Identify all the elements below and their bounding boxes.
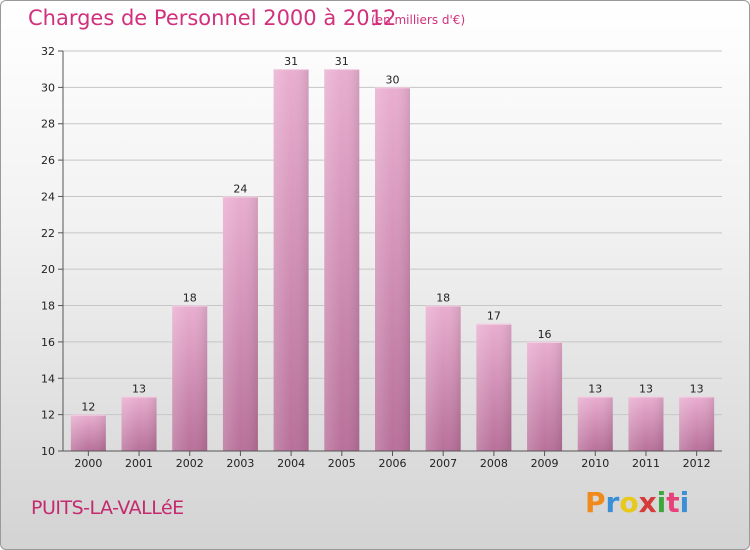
bar-shading: [172, 305, 208, 451]
bar-value-label: 13: [588, 382, 602, 395]
x-tick-label: 2003: [226, 457, 254, 470]
y-tick-label: 26: [41, 154, 55, 167]
bar-value-label: 17: [487, 310, 501, 323]
bar-shading: [273, 69, 309, 451]
bar-shading: [577, 396, 613, 451]
x-tick-label: 2002: [176, 457, 204, 470]
bar-value-label: 16: [538, 328, 552, 341]
commune-name: PUITS-LA-VALLéE: [31, 497, 184, 519]
logo-letter: o: [619, 486, 639, 519]
bar-value-label: 12: [81, 401, 95, 414]
y-tick-label: 18: [41, 300, 55, 313]
y-tick-label: 28: [41, 118, 55, 131]
y-tick-label: 30: [41, 81, 55, 94]
chart-title: Charges de Personnel 2000 à 2012: [28, 6, 397, 30]
x-tick-label: 2012: [683, 457, 711, 470]
bar-value-label: 13: [132, 382, 146, 395]
x-tick-label: 2010: [581, 457, 609, 470]
bar-value-label: 31: [284, 55, 298, 68]
y-tick-label: 22: [41, 227, 55, 240]
bar-shading: [70, 414, 106, 451]
bar-shading: [679, 396, 715, 451]
y-tick-label: 16: [41, 336, 55, 349]
chart-subtitle: (en milliers d'€): [371, 13, 466, 27]
bar-value-label: 18: [436, 292, 450, 305]
x-tick-label: 2009: [531, 457, 559, 470]
logo-letter: i: [679, 486, 690, 519]
bar-shading: [324, 69, 360, 451]
y-tick-label: 24: [41, 190, 55, 203]
x-tick-label: 2011: [632, 457, 660, 470]
bar-shading: [476, 323, 512, 451]
y-tick-label: 32: [41, 45, 55, 58]
proxiti-logo: Proxiti: [585, 486, 689, 519]
logo-letter: P: [585, 486, 606, 519]
bar-shading: [375, 87, 410, 451]
bar-shading: [121, 396, 157, 451]
bar-value-label: 30: [386, 73, 400, 86]
x-tick-label: 2001: [125, 457, 153, 470]
bar-value-label: 18: [183, 292, 197, 305]
bar-shading: [222, 196, 258, 451]
logo-letter: x: [638, 486, 657, 519]
bar-shading: [425, 305, 461, 451]
logo-letter: t: [666, 486, 680, 519]
y-tick-label: 20: [41, 263, 55, 276]
x-tick-label: 2000: [74, 457, 102, 470]
bar-value-label: 24: [233, 182, 247, 195]
y-tick-label: 12: [41, 409, 55, 422]
bar-shading: [628, 396, 664, 451]
bar-value-label: 13: [690, 382, 704, 395]
bar-value-label: 13: [639, 382, 653, 395]
x-tick-label: 2006: [379, 457, 407, 470]
y-tick-label: 10: [41, 445, 55, 458]
y-tick-label: 14: [41, 372, 55, 385]
x-tick-label: 2008: [480, 457, 508, 470]
bar-value-label: 31: [335, 55, 349, 68]
x-tick-label: 2007: [429, 457, 457, 470]
bar-shading: [527, 341, 563, 451]
logo-letter: i: [656, 486, 667, 519]
logo-letter: r: [605, 486, 620, 519]
x-tick-label: 2005: [328, 457, 356, 470]
x-tick-label: 2004: [277, 457, 305, 470]
